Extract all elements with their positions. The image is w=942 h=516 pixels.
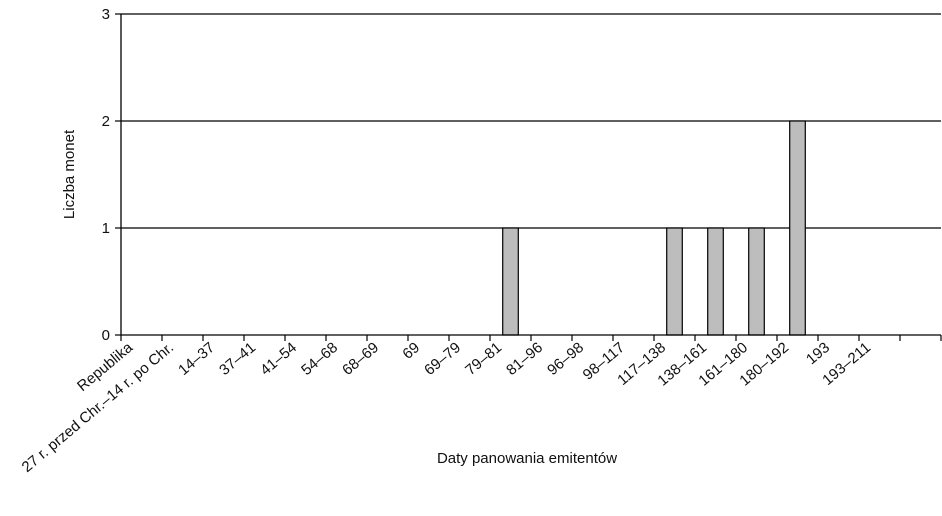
x-axis-title: Daty panowania emitentów [437,450,617,467]
y-axis-title: Liczba monet [61,129,78,219]
y-tick-label: 1 [102,220,110,237]
x-tick-label: 69–79 [421,339,464,379]
axes [115,13,942,341]
x-tick-label: 68–69 [339,339,382,379]
x-tick-label: 41–54 [257,339,300,379]
x-tick-label: 81–96 [503,339,546,379]
x-tick-label: 27 r. przed Chr.–14 r. po Chr. [19,339,177,476]
x-tick-label: 14–37 [175,339,218,379]
y-tick-label: 2 [102,113,110,130]
x-tick-label: 193 [803,339,833,368]
bar-79–81 [502,227,519,336]
bar-161–180 [748,227,765,336]
y-tick-labels: 0 1 2 3 [102,6,110,344]
bar-138–161 [707,227,724,336]
y-tick-label: 0 [102,327,110,344]
bar-180–192 [789,120,806,336]
x-tick-label: 79–81 [462,339,505,379]
x-tick-label: 54–68 [298,339,341,379]
bar-117–138 [666,227,683,336]
x-tick-label: 37–41 [216,339,259,379]
bars [502,120,806,336]
y-tick-label: 3 [102,6,110,23]
gridlines [121,13,941,229]
x-tick-label: 69 [399,339,423,363]
